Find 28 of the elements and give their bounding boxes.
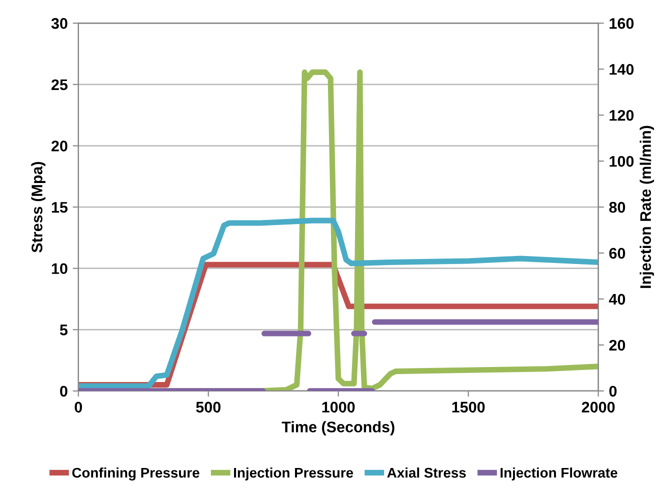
x-axis-title: Time (Seconds): [282, 421, 394, 436]
legend-label: Confining Pressure: [72, 467, 200, 480]
y-tick-label: 20: [52, 140, 68, 152]
y-tick-label: 25: [52, 79, 68, 90]
legend-label: Axial Stress: [387, 467, 466, 478]
y2-axis-title: Injection Rate (ml/min): [640, 126, 654, 288]
legend-label: Injection Pressure: [234, 467, 354, 480]
x-tick-label: 2000: [582, 402, 615, 413]
y-tick-label: 15: [52, 202, 68, 213]
x-tick-label: 0: [74, 402, 82, 413]
y2-tick-label: 120: [610, 110, 634, 121]
x-tick-label: 1000: [322, 402, 355, 413]
y2-tick-label: 100: [610, 156, 634, 167]
y2-tick-label: 20: [609, 340, 626, 351]
x-tick-label: 1500: [452, 402, 485, 413]
y2-tick-label: 140: [610, 64, 634, 75]
y-axis-title: Stress (Mpa): [31, 162, 46, 252]
y-tick-label: 30: [51, 18, 68, 29]
y-tick-label: 0: [60, 386, 68, 397]
y2-tick-label: 60: [609, 248, 626, 259]
y2-tick-label: 160: [610, 18, 634, 29]
y2-tick-label: 80: [609, 202, 626, 213]
y2-tick-label: 40: [608, 294, 626, 305]
legend-label: Injection Flowrate: [500, 467, 618, 480]
y2-tick-label: 0: [609, 386, 617, 397]
y-tick-label: 5: [60, 324, 68, 336]
x-tick-label: 500: [196, 402, 220, 413]
y-tick-label: 10: [52, 263, 68, 274]
